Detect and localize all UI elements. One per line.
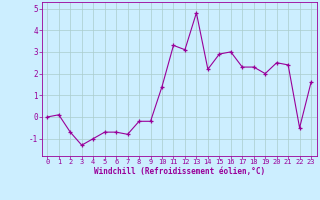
X-axis label: Windchill (Refroidissement éolien,°C): Windchill (Refroidissement éolien,°C) (94, 167, 265, 176)
